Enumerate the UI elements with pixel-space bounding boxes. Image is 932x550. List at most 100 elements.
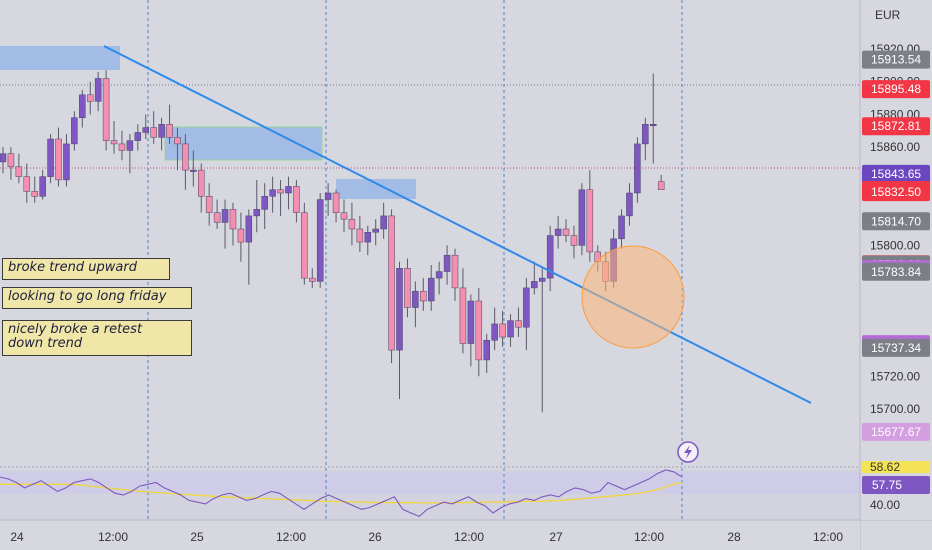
note-go-long[interactable]: looking to go long friday [2, 287, 192, 309]
price-label-bg [862, 164, 930, 183]
candle-body [650, 124, 657, 127]
candle [245, 209, 253, 285]
candle [618, 209, 625, 249]
candle-body [404, 268, 411, 308]
candle [634, 137, 641, 203]
candle-body [356, 228, 364, 243]
candle-body [7, 153, 15, 168]
rsi-ma-line [0, 481, 683, 504]
candle-body [71, 117, 78, 145]
candle-body [23, 176, 31, 192]
candle [364, 225, 372, 256]
candle-body [47, 138, 54, 177]
price-label: 15677.67 [871, 425, 921, 439]
candle-body [340, 212, 348, 220]
candle-body [562, 228, 570, 236]
candle-body [110, 140, 118, 145]
price-label: 15872.81 [871, 119, 921, 133]
candle [332, 189, 340, 223]
candle [205, 183, 213, 226]
candle [546, 225, 554, 292]
candle-body [531, 281, 538, 289]
candle [340, 199, 348, 233]
candle-body [420, 290, 427, 302]
candle [261, 183, 268, 229]
candle [229, 202, 237, 246]
rsi-ma-label-bg [862, 461, 930, 473]
price-label: 15814.70 [871, 214, 921, 228]
candle-body [324, 192, 332, 200]
candle-body [578, 189, 586, 246]
candle [126, 134, 134, 174]
time-tick: 12:00 [454, 530, 484, 544]
note-retest[interactable]: nicely broke a retest down trend [2, 320, 192, 356]
candle-body [546, 235, 554, 279]
candle [31, 176, 38, 203]
candle-body [451, 254, 459, 289]
candle-body [388, 215, 395, 351]
price-tick: 15720.00 [870, 369, 920, 383]
price-label: 15913.54 [871, 53, 921, 67]
price-label: 15832.50 [871, 185, 921, 199]
candle-body [205, 196, 213, 213]
candle-body [150, 127, 157, 138]
candle [47, 134, 54, 184]
candle-body [118, 143, 126, 151]
candle-body [213, 212, 221, 223]
candle-body [499, 323, 506, 338]
candle-body [39, 176, 46, 197]
candle [102, 70, 110, 151]
price-label-bg [862, 50, 930, 69]
candle-body [316, 199, 324, 282]
candle [301, 202, 308, 285]
candle [253, 179, 261, 233]
candle-body [309, 277, 316, 282]
highlight-circle[interactable] [581, 245, 685, 349]
candle [380, 202, 387, 239]
candle-body [261, 196, 268, 210]
candle-body [380, 215, 387, 230]
candle [435, 261, 443, 295]
time-tick: 12:00 [813, 530, 843, 544]
candle-body [507, 320, 514, 338]
candle-body [523, 287, 530, 328]
candle [507, 314, 514, 347]
candle-body [657, 181, 665, 190]
candle [570, 225, 578, 259]
lightning-icon[interactable] [677, 441, 699, 463]
candle [562, 219, 570, 243]
candle-body [554, 228, 562, 236]
candle [134, 124, 142, 151]
candle-body [126, 140, 134, 151]
candle [174, 127, 181, 171]
candle-body [642, 124, 649, 145]
candle [118, 130, 126, 161]
candle-body [229, 209, 237, 230]
candle [55, 127, 62, 187]
candle [63, 134, 70, 187]
trend-line[interactable] [103, 45, 812, 404]
candle-body [55, 138, 62, 181]
candle-body [285, 186, 292, 194]
candle [190, 150, 197, 187]
candle-body [412, 290, 419, 308]
candle [657, 175, 665, 190]
candle-body [221, 209, 229, 223]
candle [499, 310, 506, 347]
price-label-bg [862, 117, 930, 136]
candle [198, 163, 205, 213]
candle-body [253, 209, 261, 217]
note-broke-trend[interactable]: broke trend upward [2, 258, 170, 280]
candle-body [515, 320, 522, 328]
rsi-ma-label: 58.62 [870, 460, 900, 474]
candle-body [269, 189, 276, 197]
candles [0, 70, 665, 413]
candle [372, 219, 379, 246]
rsi-indicator [0, 469, 683, 518]
candle-body [618, 215, 625, 240]
candle [324, 183, 332, 216]
candle [309, 268, 316, 288]
candle [221, 199, 229, 249]
lightning-icon-bolt [684, 445, 692, 459]
